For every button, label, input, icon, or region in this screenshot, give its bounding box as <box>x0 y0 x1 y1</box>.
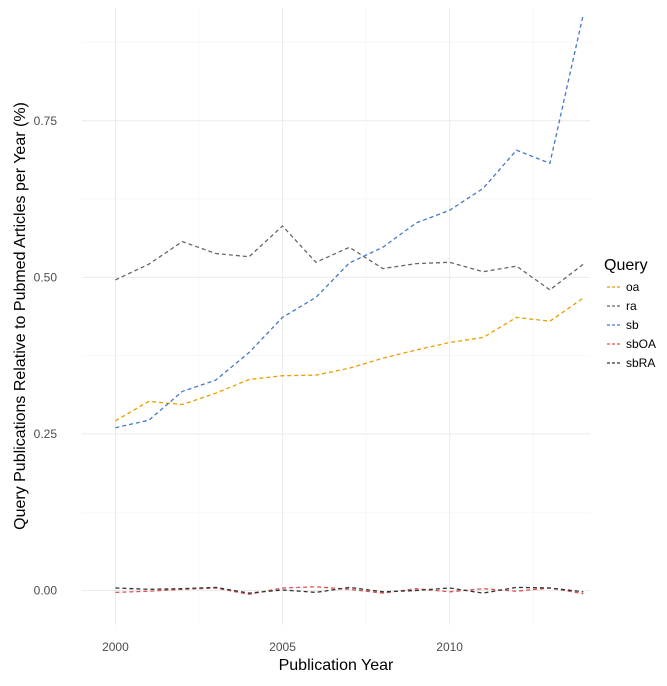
x-tick-labels: 2000 2005 2010 <box>102 640 463 654</box>
series-line-sbRA <box>115 586 584 594</box>
legend-title: Query <box>604 257 648 274</box>
legend-label-oa: oa <box>626 280 640 294</box>
x-axis-title: Publication Year <box>279 657 394 674</box>
x-tick-label: 2005 <box>269 640 296 654</box>
legend-item-sb: sb <box>607 318 639 332</box>
legend-item-ra: ra <box>607 299 637 313</box>
y-tick-label: 0.25 <box>34 427 58 441</box>
x-tick-label: 2000 <box>102 640 129 654</box>
series-line-sb <box>115 14 584 429</box>
legend-label-sbRA: sbRA <box>626 356 655 370</box>
y-tick-label: 0.00 <box>34 584 58 598</box>
legend: Query oa ra sb sbOA sbRA <box>604 257 656 370</box>
legend-item-sbRA: sbRA <box>607 356 655 370</box>
legend-label-sbOA: sbOA <box>626 337 656 351</box>
gridlines <box>82 8 590 625</box>
series-lines <box>115 14 584 595</box>
y-tick-labels: 0.00 0.25 0.50 0.75 <box>34 114 58 598</box>
series-line-ra <box>115 225 584 291</box>
legend-label-sb: sb <box>626 318 639 332</box>
y-tick-label: 0.75 <box>34 114 58 128</box>
legend-item-oa: oa <box>607 280 640 294</box>
legend-item-sbOA: sbOA <box>607 337 656 351</box>
y-tick-label: 0.50 <box>34 270 58 284</box>
legend-label-ra: ra <box>626 299 637 313</box>
y-axis-title: Query Publications Relative to Pubmed Ar… <box>12 102 29 530</box>
series-line-oa <box>115 297 584 422</box>
x-tick-label: 2010 <box>436 640 463 654</box>
